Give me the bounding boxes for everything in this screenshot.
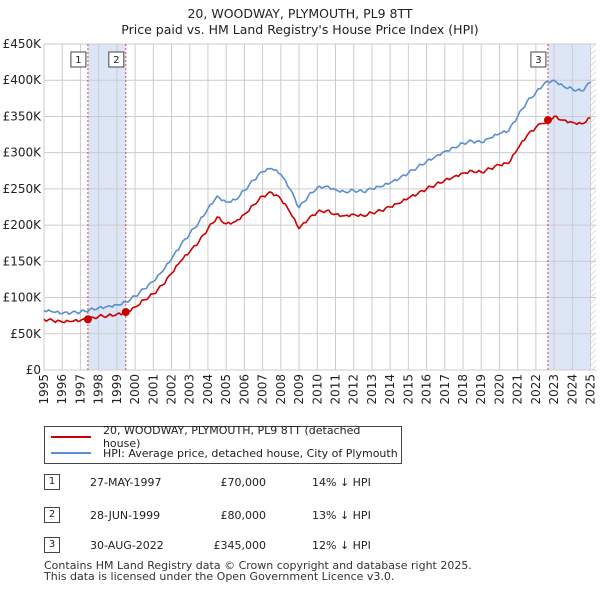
sale-number-box (530, 51, 547, 68)
x-tick-label: 1998 (92, 374, 106, 405)
x-tick-label: 2018 (456, 374, 470, 405)
sale-hpi-diff: 12% ↓ HPI (312, 539, 371, 552)
x-tick-label: 2007 (256, 374, 270, 405)
y-tick-label: £150K (3, 254, 43, 268)
sale-date: 27-MAY-1997 (90, 476, 162, 489)
x-tick-label: 2017 (438, 374, 452, 405)
x-tick-label: 2010 (310, 374, 324, 405)
legend-line-price-paid (51, 436, 91, 438)
sale-period-shade (547, 44, 591, 370)
sale-number-badge: 2 (44, 507, 60, 523)
x-tick-label: 2012 (347, 374, 361, 405)
footer-attribution: Contains HM Land Registry data © Crown c… (44, 560, 472, 582)
x-tick-label: 2015 (401, 374, 415, 405)
sale-point (543, 116, 552, 125)
sale-number-box (108, 51, 125, 68)
x-tick-label: 2021 (511, 374, 525, 405)
x-tick-label: 2002 (165, 374, 179, 405)
sale-number-label: 2 (113, 55, 119, 66)
x-tick-label: 2024 (565, 374, 579, 405)
y-tick-label: £250K (3, 182, 43, 196)
x-tick-label: 2014 (383, 374, 397, 405)
sale-period-shade (87, 44, 126, 370)
y-tick-label: £0 (26, 363, 41, 377)
sale-date: 30-AUG-2022 (90, 539, 164, 552)
x-tick-label: 1996 (55, 374, 69, 405)
x-tick-label: 2006 (237, 374, 251, 405)
legend-line-hpi (51, 452, 91, 454)
price-chart: 1 2 3 £0 £50K £100K £150K £200K £250K £300K £350K… (3, 37, 598, 405)
sale-point (121, 308, 130, 317)
chart-title: 20, WOODWAY, PLYMOUTH, PL9 8TT Price pai… (0, 6, 600, 38)
sale-number-label: 3 (535, 55, 541, 66)
title-line-2: Price paid vs. HM Land Registry's House … (121, 22, 479, 37)
sale-price: £345,000 (213, 539, 267, 552)
sale-number-badge: 3 (44, 537, 60, 553)
x-tick-label: 1997 (73, 374, 87, 405)
x-tick-label: 2008 (274, 374, 288, 405)
sale-date: 28-JUN-1999 (90, 509, 161, 522)
price-paid-line (43, 115, 591, 324)
footer-line-1: Contains HM Land Registry data © Crown c… (44, 559, 472, 572)
table-row: 1 27-MAY-1997 £70,000 14% ↓ HPI (0, 474, 600, 494)
x-tick-label: 2023 (547, 374, 561, 405)
x-tick-label: 2001 (146, 374, 160, 405)
sale-point (83, 315, 92, 324)
footer-line-2: This data is licensed under the Open Gov… (44, 570, 395, 583)
x-tick-label: 2016 (420, 374, 434, 405)
x-tick-label: 2005 (219, 374, 233, 405)
x-tick-label: 2003 (183, 374, 197, 405)
sale-price: £70,000 (220, 476, 267, 489)
legend-label-price-paid: 20, WOODWAY, PLYMOUTH, PL9 8TT (detached… (102, 424, 361, 450)
hpi-line (43, 79, 591, 315)
x-tick-label: 2011 (328, 374, 342, 405)
x-tick-label: 2013 (365, 374, 379, 405)
forecast-hatch (590, 44, 596, 370)
x-tick-label: 2020 (492, 374, 506, 405)
y-tick-label: £50K (10, 327, 42, 341)
y-tick-label: £300K (3, 146, 43, 160)
y-tick-label: £400K (3, 73, 43, 87)
table-row: 2 28-JUN-1999 £80,000 13% ↓ HPI (0, 507, 600, 527)
sale-number-label: 1 (75, 55, 81, 66)
x-tick-label: 2000 (128, 374, 142, 405)
x-tick-label: 2009 (292, 374, 306, 405)
legend-label-hpi: HPI: Average price, detached house, City… (103, 446, 398, 460)
legend-item-price-paid: 20, WOODWAY, PLYMOUTH, PL9 8TT (detached… (51, 424, 401, 450)
legend-item-hpi: HPI: Average price, detached house, City… (51, 446, 398, 460)
table-row: 3 30-AUG-2022 £345,000 12% ↓ HPI (0, 537, 600, 557)
y-tick-label: £350K (3, 109, 43, 123)
y-tick-label: £450K (3, 37, 43, 51)
x-tick-label: 2004 (201, 374, 215, 405)
sale-price: £80,000 (220, 509, 267, 522)
x-tick-label: 2025 (584, 374, 598, 405)
y-tick-label: £100K (3, 291, 43, 305)
title-line-1: 20, WOODWAY, PLYMOUTH, PL9 8TT (187, 6, 413, 21)
chart-legend: 20, WOODWAY, PLYMOUTH, PL9 8TT (detached… (44, 424, 402, 464)
sale-hpi-diff: 13% ↓ HPI (312, 509, 371, 522)
sale-number-box (70, 51, 87, 68)
sale-hpi-diff: 14% ↓ HPI (312, 476, 371, 489)
y-tick-label: £200K (3, 218, 43, 232)
x-tick-label: 2022 (529, 374, 543, 405)
x-tick-label: 1995 (37, 374, 51, 405)
sale-number-badge: 1 (44, 474, 60, 490)
x-tick-label: 2019 (474, 374, 488, 405)
x-tick-label: 1999 (110, 374, 124, 405)
